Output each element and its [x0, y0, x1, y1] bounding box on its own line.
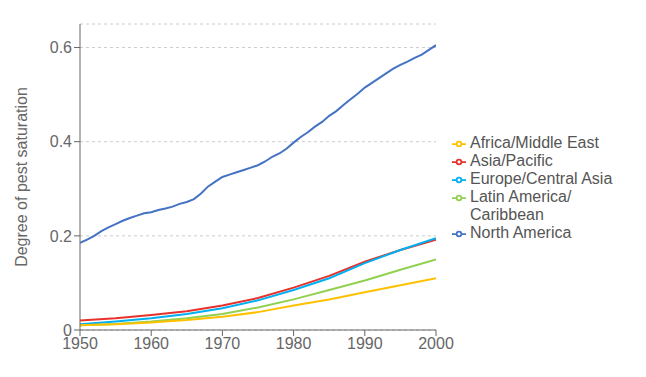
html-text:Africa/Middle East: Africa/Middle East — [470, 134, 599, 151]
svg-text:1970: 1970 — [205, 335, 241, 352]
svg-text:1950: 1950 — [62, 335, 98, 353]
svg-text:0: 0 — [63, 322, 72, 339]
svg-text:1990: 1990 — [347, 335, 383, 352]
svg-text:0.2: 0.2 — [50, 228, 72, 245]
svg-text:1980: 1980 — [276, 335, 312, 352]
html-text:North America: North America — [470, 224, 572, 241]
html-text:Asia/Pacific: Asia/Pacific — [470, 152, 553, 169]
svg-text:0.4: 0.4 — [50, 133, 72, 150]
svg-text:0.6: 0.6 — [50, 39, 72, 56]
svg-text:2000: 2000 — [418, 335, 454, 352]
html-text:Europe/Central Asia: Europe/Central Asia — [470, 170, 613, 187]
svg-text:Degree of pest saturation: Degree of pest saturation — [13, 87, 30, 267]
svg-text:1960: 1960 — [133, 335, 169, 352]
html-text:Latin America/ Caribbean: Latin America/ Caribbean — [470, 188, 572, 223]
